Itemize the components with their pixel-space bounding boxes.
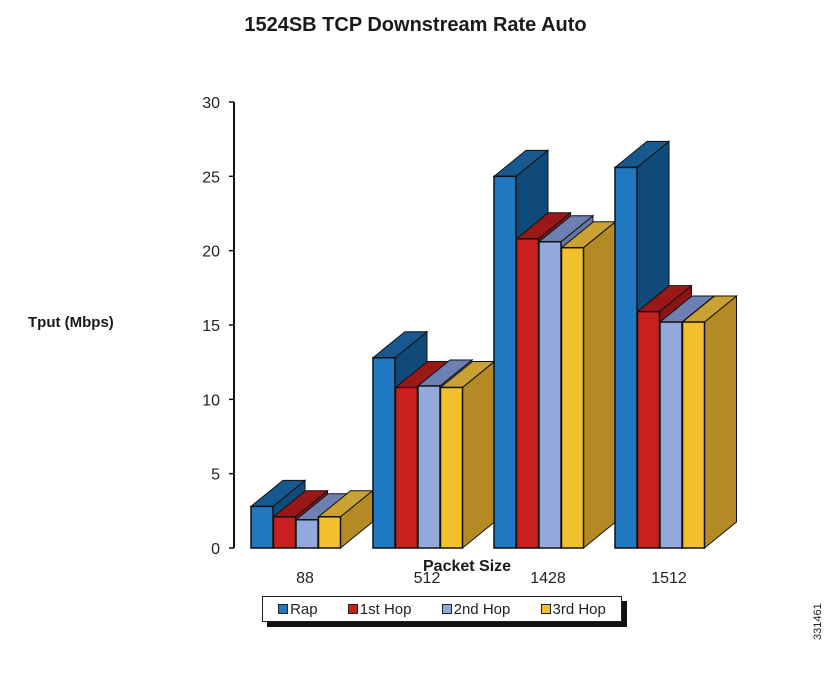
chart-title: 1524SB TCP Downstream Rate Auto — [244, 14, 587, 36]
y-tick-label: 20 — [202, 244, 220, 261]
legend-swatch-1st-hop — [347, 604, 358, 614]
y-tick-label: 5 — [211, 467, 220, 484]
bar — [250, 505, 274, 549]
x-tick-label: 512 — [414, 570, 441, 587]
y-tick-label: 0 — [211, 541, 220, 558]
bar — [636, 310, 661, 549]
legend-item-rap: Rap — [278, 601, 318, 618]
bar — [681, 321, 706, 549]
legend: Rap 1st Hop 2nd Hop 3rd Hop — [262, 596, 622, 622]
legend-item-3rd-hop: 3rd Hop — [540, 600, 606, 618]
bar — [538, 240, 562, 549]
x-axis-label: Packet Size — [423, 558, 512, 575]
y-tick-label: 10 — [202, 392, 220, 409]
bar — [515, 238, 540, 549]
legend-swatch-2nd-hop — [441, 604, 452, 614]
legend-label-rap: Rap — [290, 600, 318, 618]
bar — [659, 321, 683, 549]
figure-code: 331461 — [812, 603, 824, 640]
legend-label-1st-hop: 1st Hop — [359, 600, 412, 618]
bar — [417, 385, 441, 549]
legend-item-2nd-hop: 2nd Hop — [441, 600, 511, 618]
bar — [295, 519, 319, 549]
bar — [394, 386, 419, 549]
legend-item-1st-hop: 1st Hop — [347, 600, 412, 618]
y-tick-label: 30 — [202, 95, 220, 112]
bar — [560, 246, 585, 549]
y-axis-label: Tput (Mbps) — [28, 314, 114, 331]
bar-side — [704, 294, 737, 550]
bar — [272, 516, 297, 549]
legend-swatch-rap — [278, 604, 289, 614]
legend-swatch-3rd-hop — [540, 604, 551, 614]
bar — [493, 175, 517, 549]
bar — [317, 516, 342, 549]
legend-label-3rd-hop: 3rd Hop — [552, 600, 606, 618]
bar-side — [583, 220, 616, 550]
legend-label-2nd-hop: 2nd Hop — [453, 600, 511, 618]
y-tick-label: 25 — [202, 169, 220, 186]
y-tick-label: 15 — [202, 318, 220, 335]
bar — [372, 356, 396, 549]
x-tick-label: 1512 — [651, 570, 687, 587]
bar — [439, 386, 464, 549]
bar — [614, 166, 638, 549]
x-tick-label: 88 — [296, 570, 314, 587]
x-tick-label: 1428 — [530, 570, 566, 587]
bar-side — [462, 360, 495, 550]
